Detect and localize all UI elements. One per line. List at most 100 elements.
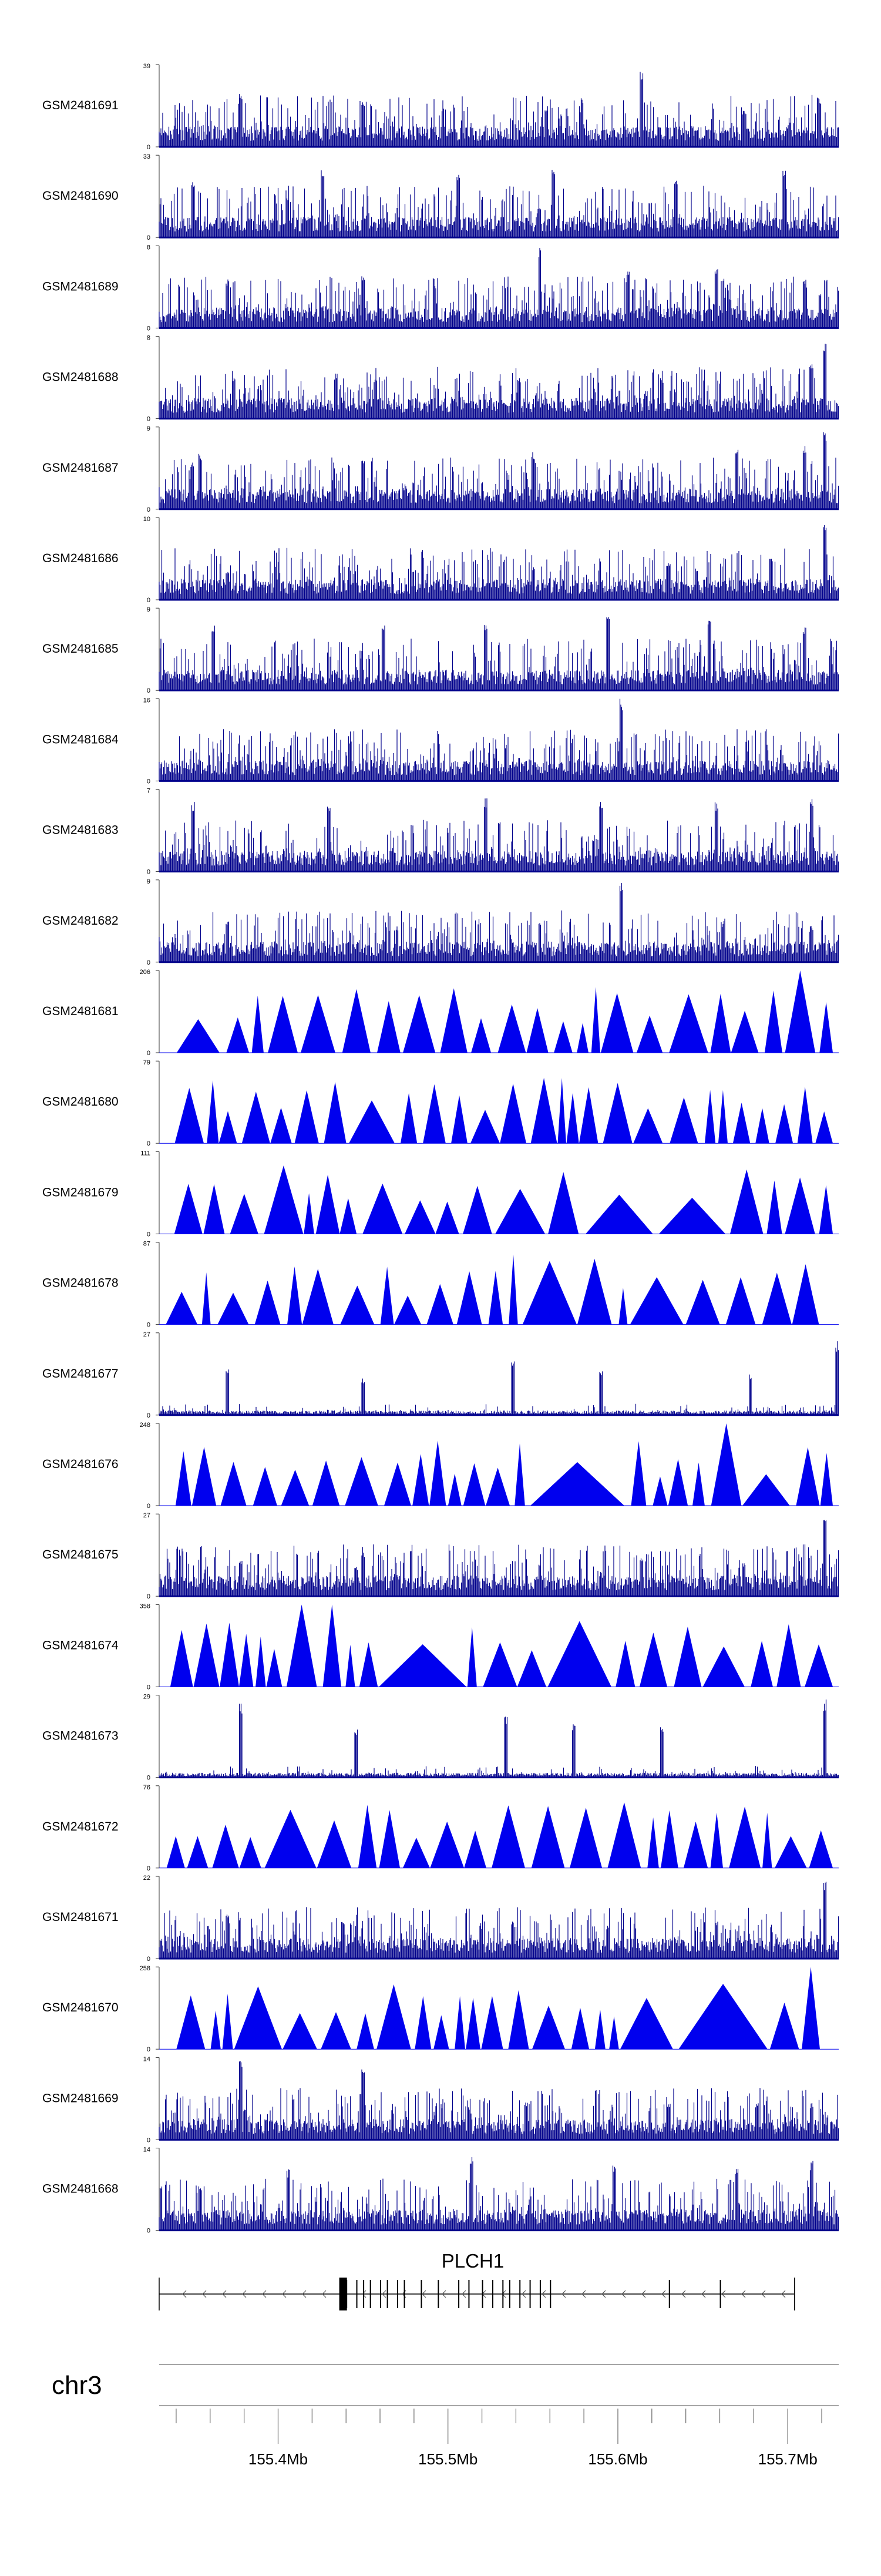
peak-triangle bbox=[226, 1017, 250, 1053]
y-min-label: 0 bbox=[147, 1322, 150, 1329]
y-max-label: 7 bbox=[147, 788, 150, 795]
peak-triangle bbox=[647, 1817, 659, 1868]
y-max-label: 79 bbox=[143, 1059, 150, 1066]
track-label: GSM2481691 bbox=[42, 99, 119, 112]
peak-triangle bbox=[170, 1630, 193, 1687]
y-max-label: 9 bbox=[147, 425, 150, 432]
y-max-label: 16 bbox=[143, 697, 150, 704]
peak-triangle bbox=[270, 1107, 292, 1144]
peak-triangle bbox=[239, 1634, 254, 1687]
peak-triangle bbox=[312, 1460, 340, 1506]
y-max-label: 248 bbox=[140, 1422, 150, 1429]
exon bbox=[380, 2280, 382, 2308]
track: GSM2481672 76 0 bbox=[42, 1784, 839, 1872]
strand-arrow bbox=[242, 2290, 247, 2298]
peak-triangle bbox=[607, 1802, 641, 1868]
exon bbox=[492, 2280, 493, 2308]
y-max-label: 8 bbox=[147, 335, 150, 342]
peak-triangle bbox=[253, 1467, 277, 1506]
peak-triangle bbox=[751, 1641, 773, 1687]
tick-label: 155.6Mb bbox=[588, 2450, 647, 2468]
y-max-label: 358 bbox=[140, 1603, 150, 1610]
peak-triangle bbox=[254, 1280, 281, 1325]
exon bbox=[438, 2280, 439, 2308]
exon bbox=[421, 2280, 422, 2308]
y-min-label: 0 bbox=[147, 144, 150, 151]
peak-triangle bbox=[166, 1836, 185, 1868]
track: GSM2481679 111 0 bbox=[42, 1150, 839, 1238]
y-min-label: 0 bbox=[147, 597, 150, 604]
peak-triangle bbox=[380, 1267, 394, 1325]
peak-triangle bbox=[339, 1198, 357, 1234]
tick-label: 155.5Mb bbox=[418, 2450, 478, 2468]
peak-triangle bbox=[532, 2006, 565, 2050]
track: GSM2481688 8 0 bbox=[42, 335, 839, 423]
peak-triangle bbox=[349, 1100, 395, 1144]
strand-arrow bbox=[422, 2290, 426, 2298]
peak-triangle bbox=[433, 2015, 449, 2050]
track: GSM2481691 39 0 bbox=[42, 63, 839, 151]
track-label: GSM2481679 bbox=[42, 1185, 119, 1199]
coverage bbox=[159, 525, 839, 600]
y-min-label: 0 bbox=[147, 1775, 150, 1782]
y-min-label: 0 bbox=[147, 1956, 150, 1963]
exon bbox=[468, 2280, 470, 2308]
track: GSM2481683 7 0 bbox=[42, 788, 839, 876]
peak-triangle bbox=[815, 1111, 833, 1144]
coverage bbox=[159, 248, 839, 328]
exon bbox=[339, 2278, 342, 2310]
peak-triangle bbox=[466, 1997, 480, 2050]
strand-arrow bbox=[502, 2290, 506, 2298]
peak-triangle bbox=[766, 1180, 782, 1234]
peak-triangle bbox=[402, 1838, 430, 1868]
track: GSM2481677 27 0 bbox=[42, 1331, 839, 1419]
y-min-label: 0 bbox=[147, 687, 150, 694]
peak-triangle bbox=[255, 1636, 266, 1687]
exon bbox=[458, 2280, 460, 2308]
peak-triangle bbox=[775, 1836, 807, 1868]
strand-arrow bbox=[522, 2290, 526, 2298]
peak-triangle bbox=[769, 2003, 799, 2050]
peak-triangle bbox=[456, 1271, 482, 1325]
y-min-label: 0 bbox=[147, 325, 150, 332]
peak-triangle bbox=[618, 1288, 628, 1325]
y-max-label: 111 bbox=[140, 1150, 150, 1157]
peak-triangle bbox=[591, 987, 601, 1053]
strand-arrow bbox=[382, 2290, 386, 2298]
peak-triangle bbox=[566, 1093, 579, 1144]
peak-triangle bbox=[207, 1080, 219, 1144]
peak-triangle bbox=[603, 1083, 633, 1144]
exon bbox=[369, 2280, 371, 2308]
peak-triangle bbox=[492, 1805, 525, 1868]
strand-arrow bbox=[302, 2290, 307, 2298]
peak-triangle bbox=[809, 1830, 833, 1868]
peak-triangle bbox=[345, 1457, 378, 1506]
y-max-label: 87 bbox=[143, 1241, 150, 1248]
peak-triangle bbox=[345, 1644, 355, 1687]
peak-triangle bbox=[531, 1806, 565, 1868]
peak-triangle bbox=[187, 1836, 209, 1868]
genome-axis: chr3 155.4Mb 155.5Mb 155.6Mb 155.7Mb bbox=[52, 2364, 839, 2468]
peak-triangle bbox=[268, 996, 298, 1053]
track-label: GSM2481670 bbox=[42, 2001, 119, 2014]
peak-triangle bbox=[796, 1447, 820, 1506]
y-min-label: 0 bbox=[147, 2228, 150, 2235]
chromosome-label: chr3 bbox=[52, 2371, 102, 2400]
track: GSM2481684 16 0 bbox=[42, 697, 839, 785]
peak-triangle bbox=[483, 1642, 517, 1687]
peak-triangle bbox=[304, 1193, 314, 1234]
exon bbox=[403, 2280, 405, 2308]
exon bbox=[550, 2280, 552, 2308]
strand-arrow bbox=[781, 2290, 786, 2298]
gene-label: PLCH1 bbox=[442, 2250, 504, 2272]
peak-triangle bbox=[471, 1018, 491, 1053]
peak-triangle bbox=[653, 1476, 668, 1506]
track: GSM2481673 29 0 bbox=[42, 1694, 839, 1782]
peak-triangle bbox=[678, 1984, 768, 2050]
coverage bbox=[159, 170, 839, 238]
coverage bbox=[159, 1882, 839, 1959]
peak-triangle bbox=[384, 1462, 411, 1506]
peak-triangle bbox=[776, 1624, 801, 1687]
peak-triangle bbox=[710, 993, 731, 1053]
exon bbox=[482, 2280, 483, 2308]
